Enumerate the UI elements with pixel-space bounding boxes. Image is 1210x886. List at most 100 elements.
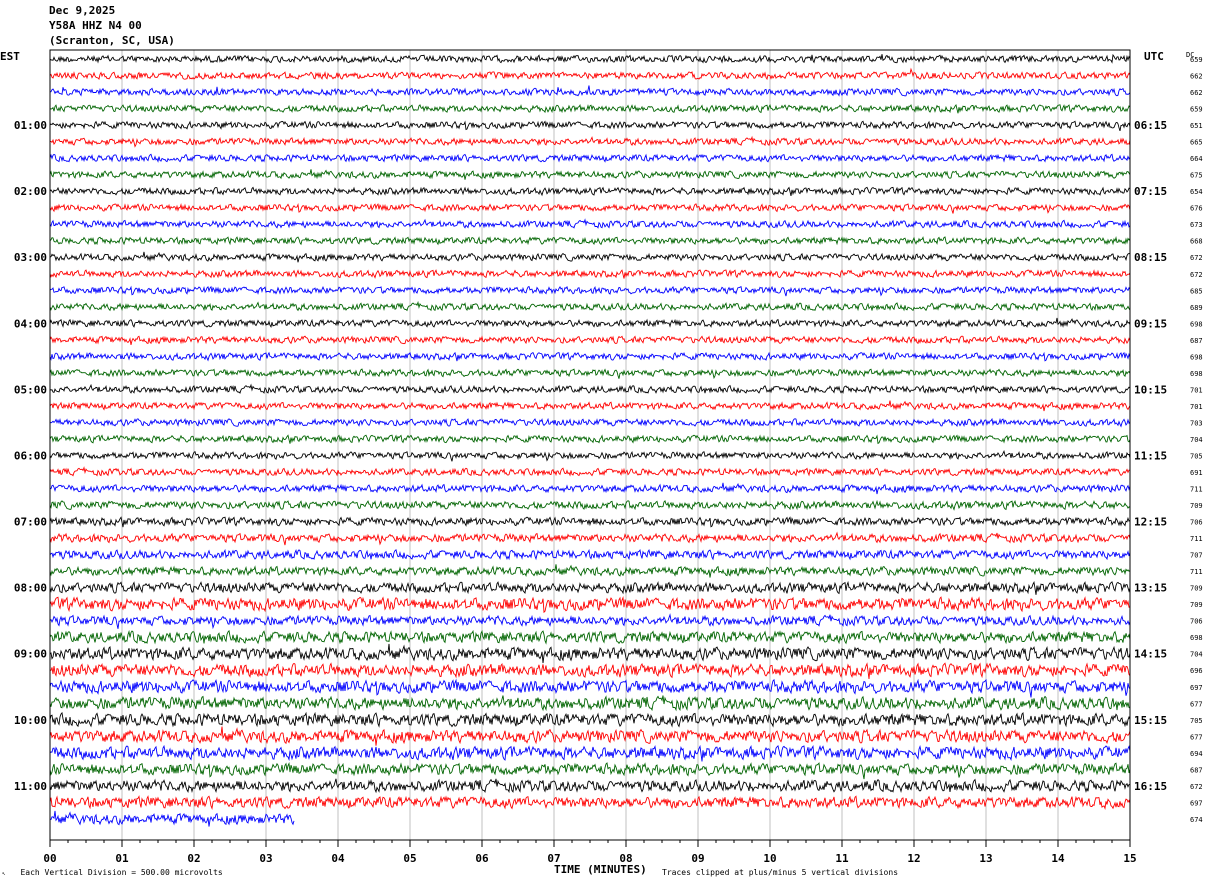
trace-line [49, 516, 1131, 528]
left-zone-label: EST [0, 50, 20, 63]
trace-line [49, 236, 1131, 246]
x-tick-label: 07 [547, 852, 560, 865]
trace-line [49, 335, 1131, 346]
dc-offset-value: 694 [1190, 750, 1203, 758]
x-tick-label: 11 [835, 852, 849, 865]
est-hour-label: 01:00 [14, 119, 47, 132]
dc-offset-value: 664 [1190, 155, 1203, 163]
dc-label: DC [1186, 51, 1194, 59]
dc-offset-value: 703 [1190, 419, 1203, 427]
dc-offset-value: 706 [1190, 618, 1203, 626]
trace-line [49, 795, 1131, 810]
utc-hour-label: 07:15 [1134, 185, 1167, 198]
trace-line [49, 269, 1131, 279]
trace-line [49, 613, 1131, 630]
trace-line [49, 135, 1131, 148]
x-tick-label: 13 [979, 852, 992, 865]
trace-line [49, 778, 1130, 794]
dc-offset-value: 665 [1190, 139, 1203, 147]
est-hour-label: 05:00 [14, 383, 47, 396]
dc-offset-value: 662 [1190, 73, 1203, 81]
utc-hour-label: 11:15 [1134, 449, 1167, 462]
x-axis-ticks: 00 01 02 03 04 05 06 07 08 09 10 11 12 13 14 15 [43, 840, 1137, 865]
scale-note: ↖ Each Vertical Division = 500.00 microv… [2, 868, 223, 879]
utc-hour-label: 16:15 [1134, 780, 1167, 793]
trace-line [49, 596, 1131, 614]
trace-line [49, 450, 1131, 462]
x-tick-label: 15 [1123, 852, 1136, 865]
dc-offset-value: 696 [1190, 667, 1203, 675]
dc-offset-value: 698 [1190, 370, 1203, 378]
dc-offset-value: 698 [1190, 320, 1203, 328]
x-tick-label: 02 [187, 852, 200, 865]
utc-hour-label: 12:15 [1134, 516, 1167, 529]
est-hour-label: 02:00 [14, 185, 47, 198]
trace-line [49, 85, 1131, 97]
trace-line [49, 548, 1131, 561]
trace-line [49, 169, 1131, 180]
dc-offset-value: 697 [1190, 799, 1203, 807]
trace-line [49, 251, 1131, 263]
x-tick-label: 05 [403, 852, 416, 865]
trace-line [49, 317, 1131, 328]
dc-offset-value: 668 [1190, 238, 1203, 246]
dc-offset-value: 711 [1190, 535, 1203, 543]
dc-offset-value: 706 [1190, 519, 1203, 527]
dc-offset-value: 709 [1190, 502, 1203, 510]
trace-line [49, 466, 1131, 477]
est-hour-label: 03:00 [14, 251, 47, 264]
dc-offset-value: 691 [1190, 469, 1203, 477]
trace-line [49, 203, 1131, 214]
dc-offset-value: 676 [1190, 205, 1203, 213]
trace-line [49, 285, 1131, 297]
trace-line [49, 695, 1131, 712]
trace-line [49, 103, 1131, 114]
dc-offset-value: 704 [1190, 436, 1203, 444]
trace-line [49, 300, 1131, 312]
dc-offset-value: 689 [1190, 304, 1203, 312]
trace-line [49, 810, 295, 827]
x-axis-title: TIME (MINUTES) [554, 863, 647, 876]
trace-line [49, 186, 1131, 197]
dc-offset-value: 673 [1190, 221, 1203, 229]
dc-offset-value: 659 [1190, 106, 1203, 114]
dc-offset-value: 705 [1190, 717, 1203, 725]
dc-offset-value: 659 [1190, 56, 1203, 64]
est-hour-label: 06:00 [14, 449, 47, 462]
dc-offset-value: 709 [1190, 601, 1203, 609]
trace-line [49, 120, 1131, 132]
utc-hour-label: 15:15 [1134, 714, 1167, 727]
trace-line [49, 643, 1131, 664]
dc-offset-labels: 659 662 662 659 651 665 664 675 654 676 673 668 672 6… [1190, 56, 1203, 824]
dc-offset-value: 674 [1190, 816, 1203, 824]
trace-line [49, 678, 1131, 698]
clip-note: Traces clipped at plus/minus 5 vertical … [662, 868, 899, 877]
dc-offset-value: 711 [1190, 486, 1203, 494]
trace-line [49, 417, 1131, 428]
utc-hour-label: 09:15 [1134, 317, 1167, 330]
utc-hour-label: 06:15 [1134, 119, 1167, 132]
scale-note-text: Each Vertical Division = 500.00 microvol… [20, 868, 223, 877]
dc-offset-value: 687 [1190, 766, 1203, 774]
x-tick-label: 09 [691, 852, 704, 865]
date-label: Dec 9,2025 [49, 4, 116, 17]
trace-line [49, 662, 1131, 679]
dc-offset-value: 698 [1190, 634, 1203, 642]
est-hour-label: 04:00 [14, 317, 47, 330]
dc-offset-value: 704 [1190, 651, 1203, 659]
est-hour-label: 09:00 [14, 648, 47, 661]
dc-offset-value: 677 [1190, 700, 1203, 708]
dc-offset-value: 662 [1190, 89, 1203, 97]
trace-line [49, 383, 1131, 394]
dc-offset-value: 672 [1190, 254, 1203, 262]
dc-offset-value: 675 [1190, 172, 1203, 180]
dc-offset-value: 672 [1190, 783, 1203, 791]
utc-hour-label: 08:15 [1134, 251, 1167, 264]
dc-offset-value: 701 [1190, 403, 1203, 411]
x-tick-label: 08 [619, 852, 632, 865]
dc-offset-value: 705 [1190, 452, 1203, 460]
x-tick-label: 00 [43, 852, 56, 865]
hour-labels: 01:00 02:00 03:00 04:00 05:00 06:00 07:00 08:00… [14, 119, 1167, 793]
trace-line [49, 761, 1131, 780]
